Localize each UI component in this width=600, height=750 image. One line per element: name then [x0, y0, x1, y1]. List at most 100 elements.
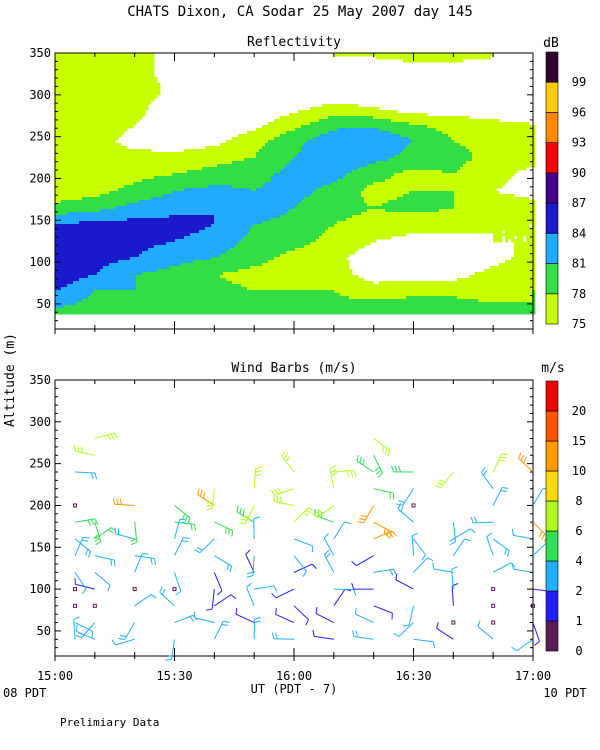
reflectivity-cell: [70, 158, 74, 162]
reflectivity-cell: [130, 56, 134, 60]
reflectivity-cell: [103, 143, 107, 147]
reflectivity-cell: [238, 176, 242, 180]
reflectivity-cell: [250, 155, 254, 159]
reflectivity-cell: [229, 260, 233, 264]
reflectivity-cell: [100, 299, 104, 303]
reflectivity-cell: [226, 227, 230, 231]
reflectivity-cell: [199, 257, 203, 261]
reflectivity-cell: [220, 167, 224, 171]
reflectivity-cell: [244, 158, 248, 162]
reflectivity-cell: [211, 173, 215, 177]
reflectivity-cell: [220, 233, 224, 237]
reflectivity-cell: [85, 278, 89, 282]
reflectivity-cell: [145, 308, 149, 312]
reflectivity-cell: [88, 143, 92, 147]
reflectivity-cell: [112, 74, 116, 78]
reflectivity-cell: [85, 86, 89, 90]
reflectivity-cell: [133, 122, 137, 126]
reflectivity-cell: [232, 194, 236, 198]
reflectivity-cell: [58, 83, 62, 87]
reflectivity-cell: [73, 188, 77, 192]
reflectivity-cell: [232, 272, 236, 276]
reflectivity-cell: [181, 206, 185, 210]
reflectivity-cell: [97, 92, 101, 96]
reflectivity-cell: [178, 251, 182, 255]
reflectivity-cell: [133, 290, 137, 294]
reflectivity-cell: [58, 113, 62, 117]
reflectivity-cell: [97, 218, 101, 222]
reflectivity-cell: [70, 155, 74, 159]
reflectivity-cell: [58, 203, 62, 207]
reflectivity-cell: [241, 221, 245, 225]
reflectivity-cell: [214, 197, 218, 201]
reflectivity-cell: [58, 263, 62, 267]
reflectivity-cell: [169, 281, 173, 285]
reflectivity-cell: [85, 128, 89, 132]
reflectivity-cell: [133, 287, 137, 291]
reflectivity-cell: [100, 158, 104, 162]
reflectivity-cell: [181, 200, 185, 204]
reflectivity-cell: [91, 293, 95, 297]
reflectivity-cell: [79, 59, 83, 63]
reflectivity-cell: [109, 80, 113, 84]
reflectivity-cell: [139, 71, 143, 75]
reflectivity-cell: [136, 221, 140, 225]
reflectivity-cell: [169, 167, 173, 171]
reflectivity-cell: [142, 203, 146, 207]
reflectivity-cell: [73, 239, 77, 243]
reflectivity-cell: [148, 185, 152, 189]
reflectivity-cell: [187, 194, 191, 198]
reflectivity-cell: [232, 158, 236, 162]
reflectivity-cell: [244, 299, 248, 303]
reflectivity-cell: [256, 284, 260, 288]
reflectivity-cell: [202, 179, 206, 183]
reflectivity-cell: [118, 167, 122, 171]
reflectivity-cell: [97, 86, 101, 90]
reflectivity-cell: [268, 263, 272, 267]
reflectivity-cell: [100, 185, 104, 189]
reflectivity-cell: [175, 173, 179, 177]
reflectivity-cell: [220, 224, 224, 228]
reflectivity-cell: [229, 293, 233, 297]
reflectivity-cell: [88, 311, 92, 315]
reflectivity-cell: [142, 230, 146, 234]
reflectivity-cell: [118, 215, 122, 219]
reflectivity-cell: [100, 62, 104, 66]
reflectivity-cell: [145, 245, 149, 249]
reflectivity-cell: [253, 212, 257, 216]
reflectivity-cell: [175, 239, 179, 243]
reflectivity-cell: [67, 131, 71, 135]
reflectivity-cell: [73, 179, 77, 183]
reflectivity-cell: [103, 65, 107, 69]
reflectivity-cell: [265, 158, 269, 162]
reflectivity-cell: [70, 245, 74, 249]
reflectivity-cell: [184, 161, 188, 165]
reflectivity-cell: [82, 275, 86, 279]
reflectivity-cell: [157, 194, 161, 198]
reflectivity-cell: [181, 209, 185, 213]
reflectivity-cell: [235, 185, 239, 189]
reflectivity-cell: [100, 257, 104, 261]
reflectivity-cell: [124, 254, 128, 258]
reflectivity-cell: [169, 293, 173, 297]
reflectivity-cell: [211, 155, 215, 159]
reflectivity-cell: [88, 74, 92, 78]
reflectivity-cell: [94, 203, 98, 207]
reflectivity-cell: [133, 245, 137, 249]
reflectivity-cell: [196, 188, 200, 192]
reflectivity-cell: [112, 119, 116, 123]
reflectivity-cell: [55, 284, 59, 288]
reflectivity-cell: [253, 131, 257, 135]
reflectivity-cell: [181, 302, 185, 306]
reflectivity-cell: [115, 227, 119, 231]
reflectivity-cell: [151, 299, 155, 303]
reflectivity-cell: [172, 293, 176, 297]
reflectivity-cell: [178, 176, 182, 180]
reflectivity-cell: [232, 146, 236, 150]
reflectivity-cell: [223, 227, 227, 231]
reflectivity-cell: [100, 200, 104, 204]
reflectivity-cell: [229, 170, 233, 174]
reflectivity-cell: [199, 296, 203, 300]
reflectivity-cell: [259, 275, 263, 279]
reflectivity-cell: [154, 215, 158, 219]
